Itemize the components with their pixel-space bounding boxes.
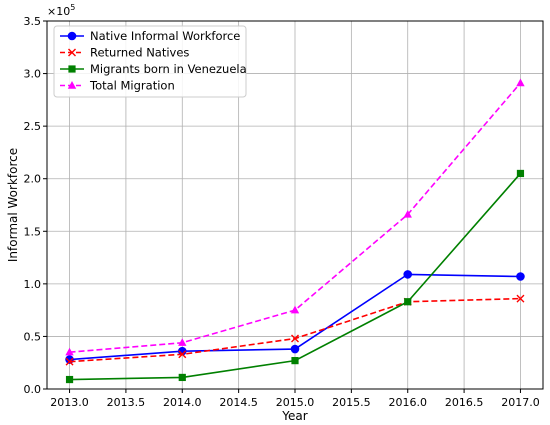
- data-point: [65, 347, 74, 356]
- x-axis-label: Year: [281, 409, 307, 423]
- data-point: [65, 375, 74, 384]
- legend-entry: Total Migration: [60, 79, 175, 93]
- series-3: [65, 169, 525, 384]
- x-marker-stroke: [68, 48, 76, 57]
- data-point: [516, 294, 525, 303]
- data-point: [516, 272, 525, 281]
- x-tick-label: 2016.5: [445, 396, 484, 409]
- data-point: [291, 334, 299, 343]
- legend: Native Informal Workforce Returned Native…: [53, 25, 247, 98]
- legend-entry: Migrants born in Venezuela: [60, 62, 247, 76]
- legend-marker: [67, 81, 77, 89]
- x-tick-label: 2013.5: [107, 396, 146, 409]
- legend-marker: [68, 48, 76, 57]
- x-marker-stroke: [291, 334, 299, 343]
- data-point: [65, 357, 74, 366]
- y-tick-label: 3.0: [24, 68, 42, 81]
- series-layer: [65, 78, 525, 384]
- data-point: [178, 350, 187, 359]
- y-tick-label: 3.5: [24, 15, 42, 28]
- legend-label: Migrants born in Venezuela: [90, 62, 247, 76]
- y-tick-label: 2.0: [24, 173, 42, 186]
- legend-marker: [68, 65, 76, 73]
- legend-label: Native Informal Workforce: [90, 29, 240, 43]
- x-tick-label: 2017.0: [501, 396, 540, 409]
- x-tick-label: 2013.0: [50, 396, 89, 409]
- y-tick-label: 0.5: [24, 330, 42, 343]
- x-tick-label: 2015.5: [332, 396, 371, 409]
- x-tick-label: 2016.0: [388, 396, 427, 409]
- data-point: [403, 270, 413, 279]
- y-axis-multiplier: ×105: [47, 3, 75, 18]
- y-tick-label: 0.0: [24, 383, 42, 396]
- y-axis-label: Informal Workforce: [6, 148, 20, 262]
- series-4: [65, 78, 525, 356]
- y-tick-label: 2.5: [24, 120, 42, 133]
- x-tick-label: 2014.5: [219, 396, 258, 409]
- data-point: [178, 373, 186, 382]
- legend-entry: Returned Natives: [60, 46, 189, 60]
- x-tick-label: 2014.0: [163, 396, 202, 409]
- data-point: [290, 344, 300, 354]
- data-point: [404, 298, 412, 306]
- x-marker-stroke: [516, 294, 525, 303]
- data-point: [178, 338, 187, 346]
- data-point: [290, 305, 300, 314]
- legend-label: Returned Natives: [90, 46, 189, 60]
- y-multiplier-exponent: 5: [70, 3, 75, 12]
- data-point: [516, 169, 525, 178]
- legend-entry: Native Informal Workforce: [60, 29, 240, 43]
- y-multiplier-base: ×10: [47, 5, 70, 18]
- data-point: [403, 209, 412, 218]
- data-point: [291, 357, 299, 365]
- legend-box: [53, 25, 247, 98]
- y-tick-label: 1.0: [24, 278, 42, 291]
- legend-marker: [67, 31, 77, 41]
- y-tick-label: 1.5: [24, 225, 42, 238]
- data-point: [516, 78, 525, 87]
- x-marker-stroke: [65, 357, 74, 366]
- axis-ticks: 2013.0 2013.5 2014.0 2014.5 2015.0 2015.5 2016…: [24, 15, 540, 409]
- legend-label: Total Migration: [89, 79, 175, 93]
- x-tick-label: 2015.0: [276, 396, 315, 409]
- x-marker-stroke: [178, 350, 187, 359]
